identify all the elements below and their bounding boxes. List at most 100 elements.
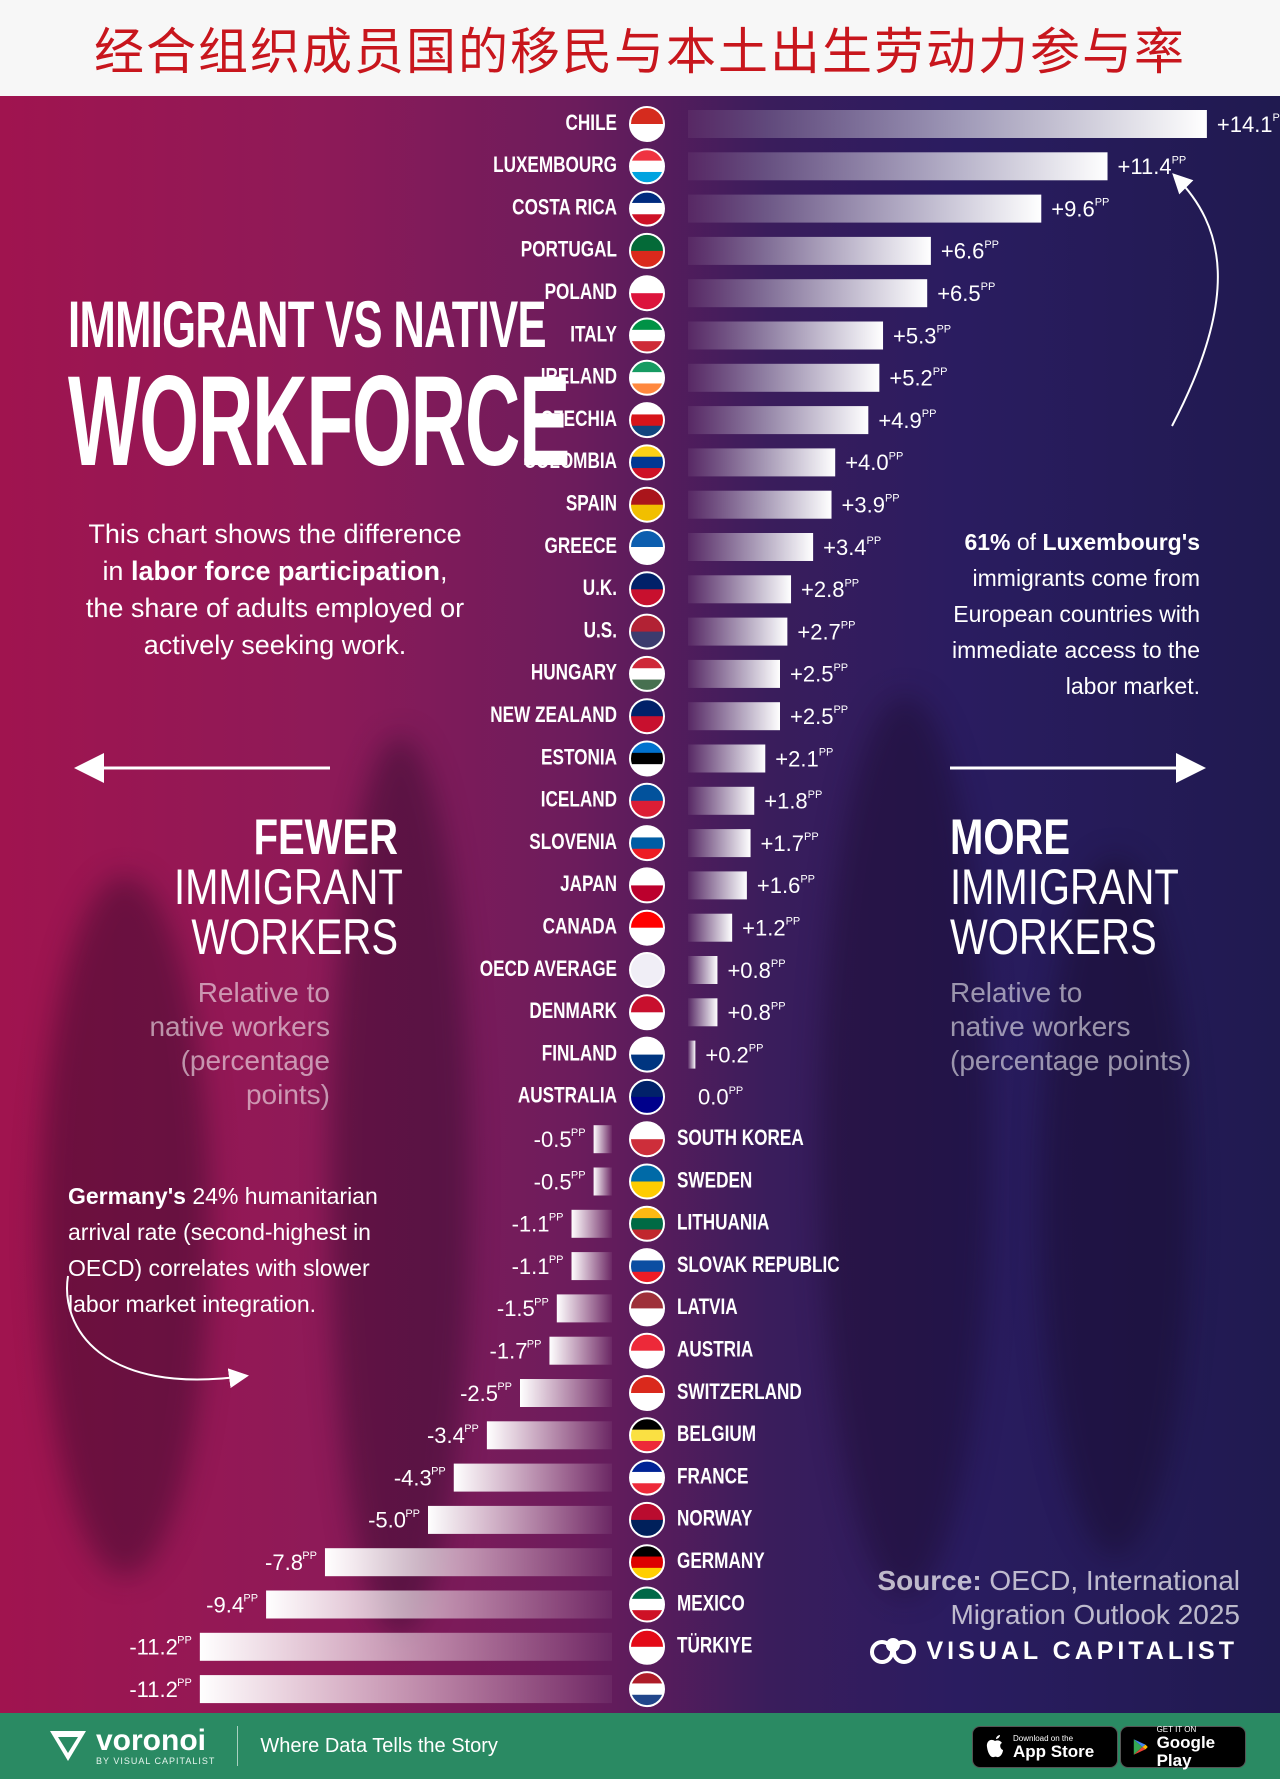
bar bbox=[688, 956, 718, 984]
flag-stripe bbox=[630, 160, 664, 173]
voronoi-sub: BY VISUAL CAPITALIST bbox=[96, 1756, 216, 1766]
flag-icon bbox=[630, 699, 664, 734]
flag-icon bbox=[630, 783, 664, 818]
chart-row: AUSTRIA -1.7 PP bbox=[490, 1332, 753, 1369]
flag-stripe bbox=[630, 456, 664, 469]
flag-border bbox=[629, 1332, 665, 1369]
google-play-small: GET IT ON bbox=[1156, 1724, 1197, 1734]
value-label: +3.4PP bbox=[823, 535, 881, 560]
flag-icon bbox=[630, 276, 664, 311]
bar bbox=[571, 1209, 612, 1238]
flag-icon bbox=[630, 360, 664, 395]
flag-border bbox=[629, 1459, 665, 1496]
flag-icon bbox=[630, 1037, 664, 1072]
flag-stripe bbox=[630, 1291, 664, 1309]
visual-capitalist-logo: VISUAL CAPITALIST bbox=[870, 1636, 1238, 1666]
chart-row: OECD AVERAGE +0.8PP bbox=[480, 952, 786, 988]
app-store-button[interactable]: Download on the App Store bbox=[972, 1726, 1118, 1768]
bar bbox=[688, 110, 1207, 138]
flag-border bbox=[629, 1248, 665, 1285]
flag-stripe bbox=[630, 445, 664, 458]
flag-stripe bbox=[630, 124, 664, 141]
flag-stripe bbox=[630, 202, 664, 215]
flag-stripe bbox=[630, 360, 664, 373]
left-heading: FEWER IMMIGRANT WORKERS bbox=[174, 809, 403, 965]
google-play-button[interactable]: GET IT ON Google Play bbox=[1120, 1724, 1246, 1769]
value-unit: PP bbox=[549, 1212, 564, 1224]
flag-stripe bbox=[630, 1271, 664, 1284]
vc-logo-icon bbox=[870, 1638, 917, 1664]
flag-stripe bbox=[630, 1502, 664, 1521]
bar bbox=[428, 1505, 612, 1534]
flag-icon bbox=[630, 1333, 664, 1368]
page-title: 经合组织成员国的移民与本土出生劳动力参与率 bbox=[94, 23, 1186, 81]
category-label: NORWAY bbox=[677, 1507, 752, 1532]
flag-border bbox=[629, 571, 665, 608]
flag-stripe bbox=[630, 716, 664, 734]
value-label: -3.4 bbox=[427, 1423, 465, 1448]
flag-stripe bbox=[630, 631, 664, 649]
flag-border bbox=[629, 1078, 665, 1115]
flag-stripe bbox=[630, 1308, 664, 1326]
flag-icon bbox=[630, 656, 664, 691]
category-label: COSTA RICA bbox=[512, 195, 617, 220]
flag-stripe bbox=[630, 107, 664, 125]
flag-stripe bbox=[630, 800, 664, 818]
flag-icon bbox=[630, 868, 664, 903]
value-label: +0.8PP bbox=[727, 1000, 785, 1025]
chart-row: SOUTH KOREA -0.5 PP bbox=[534, 1121, 804, 1158]
chart-row: SWEDEN -0.5 PP bbox=[534, 1163, 752, 1200]
category-label: SPAIN bbox=[566, 492, 617, 517]
flag-icon bbox=[630, 826, 664, 861]
flag-icon bbox=[630, 1206, 664, 1241]
brand-name: VISUAL CAPITALIST bbox=[926, 1636, 1238, 1665]
flag-border bbox=[629, 1586, 665, 1623]
flag-stripe bbox=[630, 741, 664, 754]
right-heading: MORE IMMIGRANT WORKERS bbox=[950, 809, 1179, 965]
bar bbox=[199, 1675, 612, 1704]
page-header: 经合组织成员国的移民与本土出生劳动力参与率 bbox=[0, 0, 1280, 96]
app-store-small: Download on the bbox=[1013, 1733, 1074, 1743]
flag-stripe bbox=[630, 233, 664, 252]
value-unit: PP bbox=[571, 1169, 586, 1181]
flag-icon bbox=[630, 191, 664, 226]
flag-icon bbox=[630, 1079, 664, 1114]
value-label: +2.7PP bbox=[797, 619, 855, 644]
flag-stripe bbox=[630, 171, 664, 184]
flag-icon bbox=[630, 403, 664, 438]
chart-row: CANADA +1.2PP bbox=[543, 909, 800, 946]
flag-stripe bbox=[630, 679, 664, 691]
chart-row: DENMARK +0.8PP bbox=[529, 994, 786, 1031]
value-label: +2.5PP bbox=[790, 704, 848, 729]
value-unit: PP bbox=[571, 1127, 586, 1139]
flag-icon bbox=[630, 1418, 664, 1453]
category-label: GREECE bbox=[545, 534, 617, 559]
bar bbox=[520, 1379, 612, 1407]
chart-row: ICELAND +1.8PP bbox=[541, 782, 822, 819]
value-label: +2.1PP bbox=[775, 746, 833, 771]
chart-row: CHILE +14.1PP bbox=[566, 106, 1280, 142]
chart-row: TÜRKIYE -11.2 PP bbox=[129, 1628, 752, 1665]
flag-stripe bbox=[630, 1683, 664, 1696]
flag-stripe bbox=[630, 885, 664, 903]
category-label: MEXICO bbox=[677, 1591, 745, 1616]
chart-row: JAPAN +1.6PP bbox=[560, 867, 815, 904]
value-label: -4.3 bbox=[394, 1465, 432, 1490]
value-label: +1.7PP bbox=[761, 831, 819, 856]
flag-stripe bbox=[630, 572, 664, 590]
flag-stripe bbox=[630, 341, 664, 353]
flag-stripe bbox=[630, 1096, 664, 1114]
category-label: U.S. bbox=[584, 618, 617, 643]
category-label: U.K. bbox=[583, 576, 617, 601]
flag-stripe bbox=[630, 191, 664, 204]
flag-stripe bbox=[630, 1333, 664, 1352]
flag-stripe bbox=[630, 910, 664, 929]
flag-stripe bbox=[630, 1460, 664, 1473]
flag-border bbox=[629, 867, 665, 904]
silhouette-decoration bbox=[330, 736, 470, 1636]
flag-stripe bbox=[630, 276, 664, 294]
chart-row: IRELAND +5.2PP bbox=[541, 359, 947, 396]
voronoi-logo[interactable]: voronoi BY VISUAL CAPITALIST bbox=[48, 1726, 215, 1766]
flag-stripe bbox=[630, 970, 664, 987]
bar bbox=[593, 1125, 612, 1154]
